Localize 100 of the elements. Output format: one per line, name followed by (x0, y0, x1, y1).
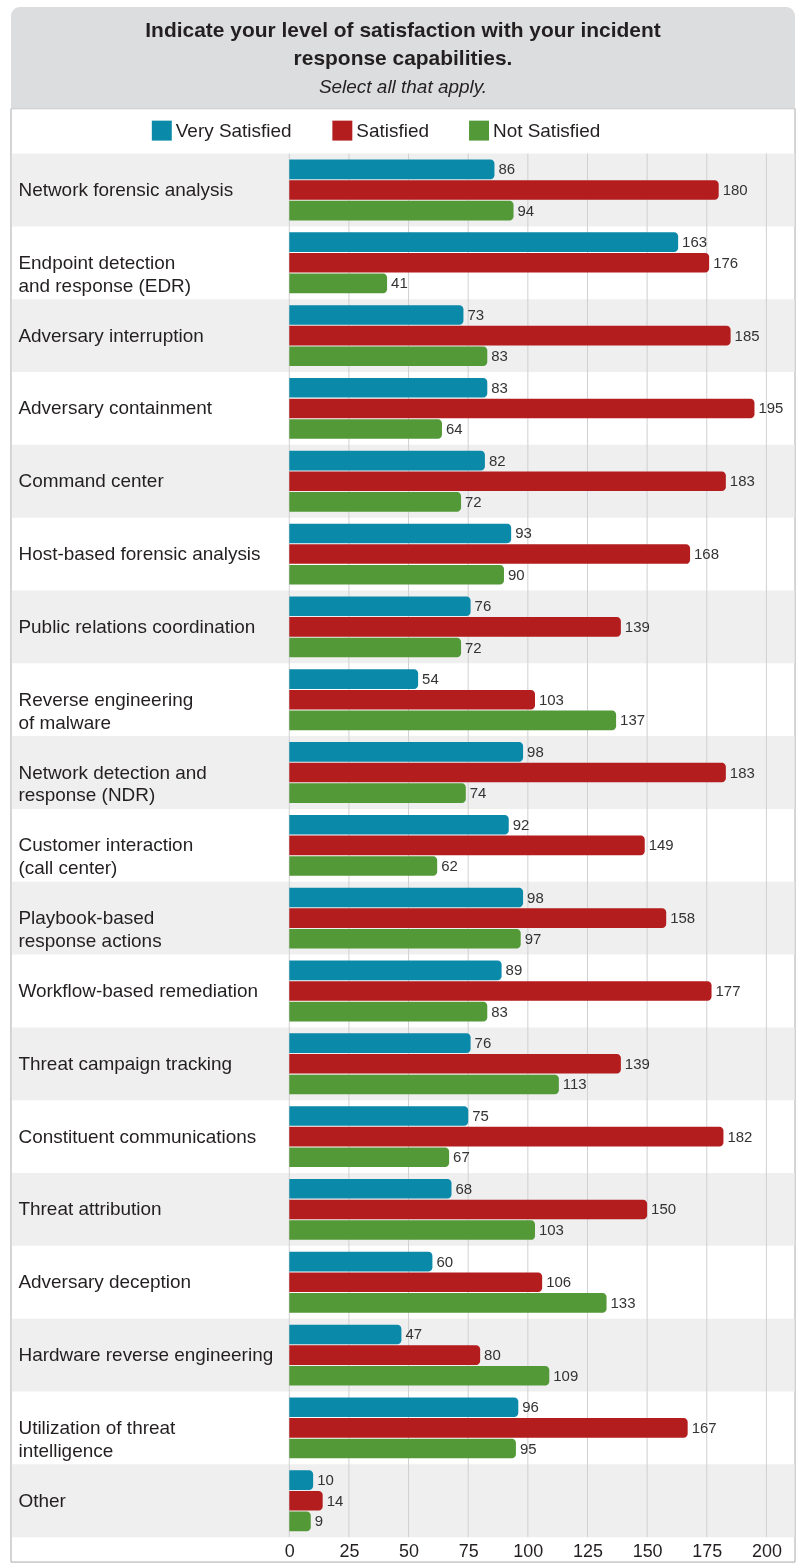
x-tick-label: 100 (513, 1540, 544, 1561)
bar (289, 273, 388, 294)
data-label: 89 (505, 961, 523, 979)
bar (289, 1199, 648, 1220)
y-tick-label: Playbook-based response actions (18, 907, 162, 952)
bar (289, 1470, 314, 1490)
x-tick-label: 50 (399, 1540, 420, 1561)
data-label: 183 (729, 763, 755, 781)
bar (289, 1345, 481, 1365)
data-label: 9 (314, 1512, 324, 1530)
bar (289, 1126, 724, 1147)
y-tick-label: Network detection and response (NDR) (18, 761, 207, 806)
chart-title: Indicate your level of satisfaction with your incident response capabilities. (145, 17, 661, 69)
bar (289, 981, 712, 1001)
bar (289, 450, 485, 471)
bar (289, 564, 504, 585)
bar (289, 1147, 450, 1168)
data-label: 98 (527, 742, 544, 760)
legend-label: Very Satisfied (175, 119, 292, 141)
data-label: 92 (512, 815, 530, 833)
bar (289, 1365, 550, 1386)
data-label: 60 (436, 1252, 454, 1270)
data-label: 133 (610, 1293, 636, 1311)
bar (289, 887, 524, 908)
y-tick-label: Adversary containment (18, 397, 213, 419)
y-tick-label: Threat attribution (18, 1198, 162, 1220)
data-label: 96 (522, 1398, 539, 1416)
bar (289, 325, 731, 346)
x-tick-label: 200 (751, 1540, 782, 1561)
data-label: 41 (391, 274, 408, 292)
bar (289, 1074, 559, 1095)
y-tick-label: Hardware reverse engineering (18, 1344, 274, 1366)
bar (289, 1251, 433, 1272)
legend-label: Satisfied (356, 119, 429, 141)
bar (289, 305, 464, 325)
data-label: 139 (624, 1054, 650, 1072)
bar (289, 1054, 621, 1074)
data-label: 113 (562, 1075, 587, 1093)
data-label: 95 (519, 1439, 537, 1457)
y-tick-label: Host-based forensic analysis (18, 543, 261, 565)
data-label: 98 (527, 888, 544, 906)
data-label: 167 (691, 1418, 717, 1436)
data-label: 14 (326, 1491, 344, 1509)
data-label: 75 (472, 1106, 489, 1124)
data-label: 76 (474, 597, 492, 615)
data-label: 109 (553, 1366, 579, 1384)
bar (289, 856, 438, 876)
data-label: 163 (682, 233, 708, 251)
bar (289, 471, 726, 492)
y-tick-label: Workflow-based remediation (18, 979, 259, 1001)
data-label: 93 (515, 524, 532, 542)
data-label: 150 (651, 1200, 677, 1218)
data-label: 90 (507, 565, 525, 583)
bar (289, 908, 667, 928)
y-tick-label: Public relations coordination (18, 615, 256, 637)
y-tick-label: Command center (18, 470, 164, 492)
bar (289, 1438, 516, 1459)
data-label: 106 (546, 1273, 572, 1291)
data-label: 137 (620, 711, 646, 729)
data-label: 72 (465, 638, 482, 656)
data-label: 62 (441, 856, 458, 874)
data-label: 74 (469, 784, 487, 802)
bar (289, 1272, 543, 1293)
bar (289, 1418, 688, 1438)
data-label: 82 (488, 451, 506, 469)
bar (289, 346, 488, 367)
data-label: 176 (713, 253, 739, 271)
bar (289, 378, 488, 398)
bar (289, 928, 521, 949)
data-label: 72 (465, 492, 482, 510)
y-tick-label: Other (18, 1489, 66, 1511)
bar (289, 960, 502, 981)
data-label: 149 (648, 836, 674, 854)
data-label: 168 (694, 545, 719, 563)
bar (289, 1106, 469, 1126)
data-label: 64 (445, 420, 463, 438)
bar (289, 814, 509, 835)
bar (289, 180, 719, 200)
y-tick-label: Utilization of threat intelligence (18, 1416, 177, 1461)
bar (289, 1490, 323, 1511)
x-tick-label: 175 (692, 1540, 723, 1561)
bar (289, 398, 755, 419)
data-label: 177 (715, 981, 741, 999)
x-tick-label: 125 (573, 1540, 603, 1561)
bar (289, 1033, 471, 1053)
y-tick-label: Threat campaign tracking (18, 1052, 233, 1074)
bar (289, 1293, 607, 1313)
bar (289, 492, 462, 512)
bar (289, 1001, 488, 1022)
bar (289, 742, 524, 762)
bar (289, 762, 726, 783)
bar (289, 159, 495, 180)
data-label: 54 (422, 670, 439, 688)
data-label: 185 (734, 326, 760, 344)
data-label: 103 (538, 690, 564, 708)
bar (289, 1324, 402, 1345)
data-label: 94 (517, 201, 535, 219)
bar (289, 1397, 519, 1418)
bar (289, 783, 466, 803)
data-label: 180 (722, 180, 748, 198)
